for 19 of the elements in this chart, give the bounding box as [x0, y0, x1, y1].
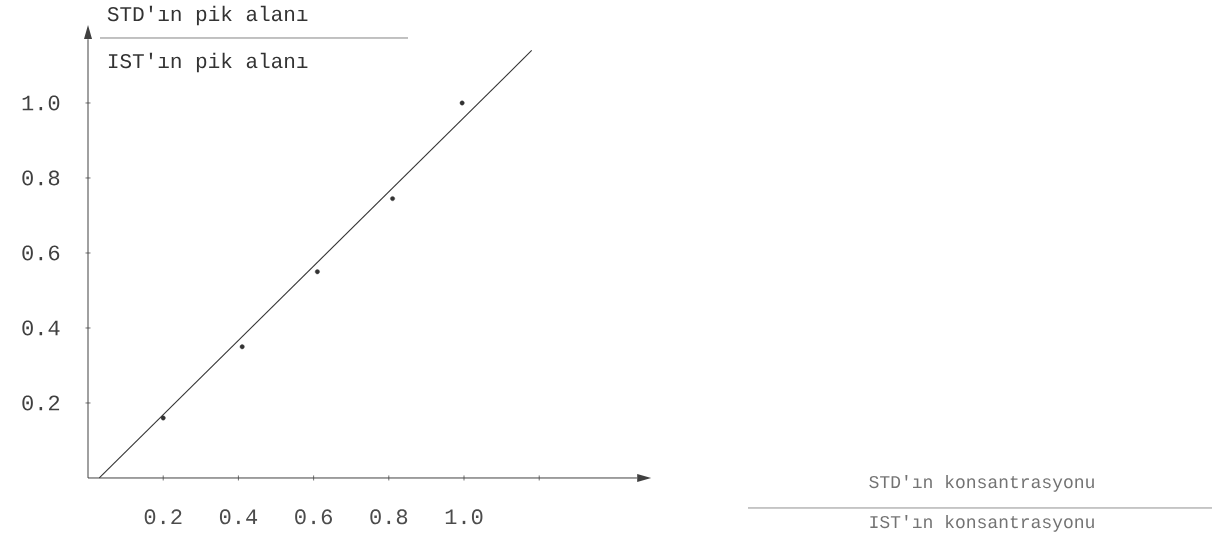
y-tick-label: 0.8 — [22, 170, 60, 186]
text: STD'ın konsantrasyonu — [869, 474, 1094, 492]
y-axis-title: STD'ın pik alanı — [107, 5, 308, 26]
point — [314, 269, 320, 275]
x-tick-label: 0.4 — [219, 509, 258, 525]
annotation: IST'ın pik alanı — [108, 52, 308, 73]
y-tick-label: 0.4 — [22, 320, 60, 336]
y-tick-label: 0.2 — [22, 395, 60, 411]
text: IST'ın konsantrasyonu — [870, 514, 1094, 532]
point — [459, 100, 465, 106]
point — [239, 344, 245, 350]
x-tick-label: 0.2 — [144, 509, 182, 525]
point — [390, 196, 395, 201]
x-tick-label: 0.6 — [295, 509, 332, 525]
x-tick-label: 1.0 — [445, 509, 483, 525]
point — [160, 415, 166, 421]
y-tick-label: 0.6 — [22, 245, 60, 261]
x-tick-label: 0.8 — [370, 509, 408, 525]
y-tick-label: 1.0 — [22, 95, 60, 111]
